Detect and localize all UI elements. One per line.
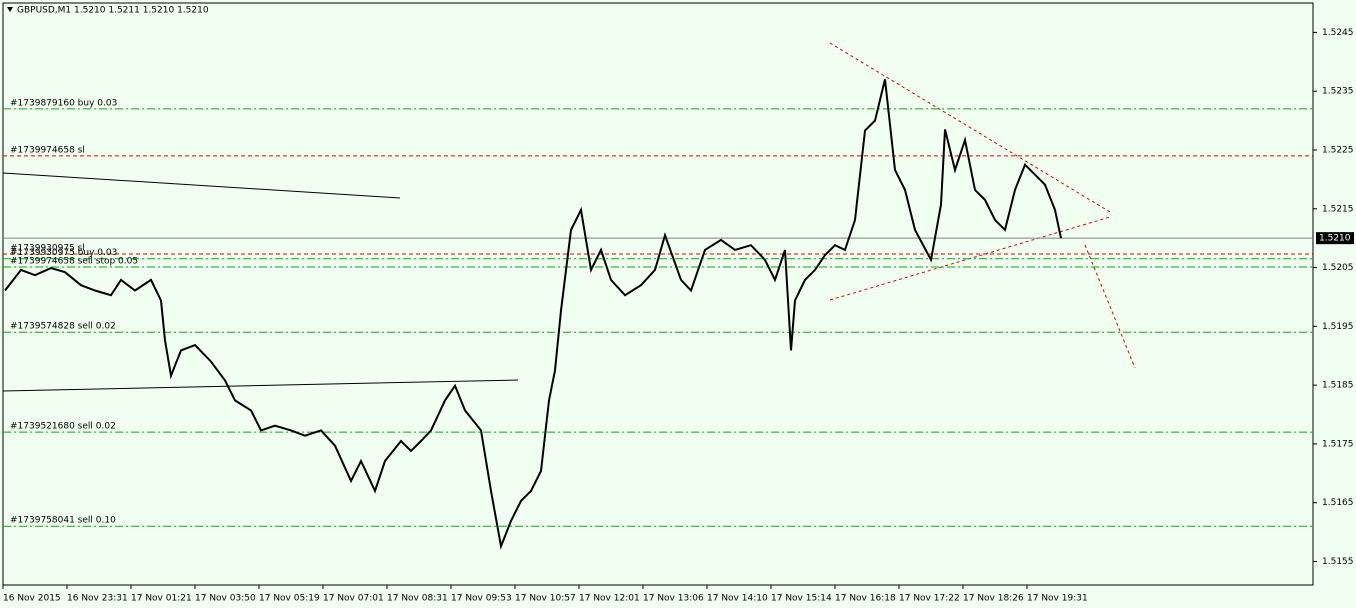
trend-line — [829, 42, 1111, 213]
chart-title: GBPUSD,M1 1.5210 1.5211 1.5210 1.5210 — [17, 6, 209, 16]
x-tick-label: 17 Nov 14:10 — [707, 594, 768, 604]
order-label: #1739930975 buy 0.03 — [10, 248, 117, 258]
x-tick-label: 17 Nov 07:01 — [323, 594, 384, 604]
x-tick-label: 16 Nov 23:31 — [67, 594, 128, 604]
x-tick-label: 17 Nov 13:06 — [643, 594, 704, 604]
y-tick-label: 1.5165 — [1322, 498, 1354, 508]
x-tick-label: 17 Nov 08:31 — [387, 594, 448, 604]
x-tick-label: 17 Nov 01:21 — [131, 594, 192, 604]
order-label: #1739758041 sell 0.10 — [10, 516, 116, 526]
x-tick-label: 17 Nov 12:01 — [579, 594, 640, 604]
x-tick-label: 17 Nov 19:31 — [1027, 594, 1088, 604]
order-label: #1739974658 sell stop 0.05 — [10, 256, 138, 266]
x-tick-label: 17 Nov 18:26 — [963, 594, 1024, 604]
x-tick-label: 17 Nov 16:18 — [835, 594, 896, 604]
order-label: #1739930975 sl — [10, 244, 85, 254]
x-tick-label: 17 Nov 09:53 — [451, 594, 512, 604]
order-label: #1739879160 buy 0.03 — [10, 98, 117, 108]
x-tick-label: 17 Nov 05:19 — [259, 594, 320, 604]
collapse-arrow[interactable] — [7, 7, 13, 12]
plot-frame — [2, 2, 1314, 586]
trend-line — [2, 172, 401, 199]
y-tick-label: 1.5185 — [1322, 381, 1354, 391]
price-line — [4, 79, 1062, 550]
y-tick-label: 1.5235 — [1322, 87, 1354, 97]
x-tick-label: 16 Nov 2015 — [3, 594, 61, 604]
order-label: #1739521680 sell 0.02 — [10, 422, 116, 432]
y-tick-label: 1.5215 — [1322, 204, 1354, 214]
y-tick-label: 1.5175 — [1322, 439, 1354, 449]
current-price-label: 1.5210 — [1319, 234, 1351, 244]
y-tick-label: 1.5225 — [1322, 145, 1354, 155]
x-tick-label: 17 Nov 15:14 — [771, 594, 832, 604]
y-tick-label: 1.5195 — [1322, 322, 1354, 332]
y-tick-label: 1.5245 — [1322, 28, 1354, 38]
current-price-box — [1316, 232, 1354, 245]
y-tick-label: 1.5155 — [1322, 557, 1354, 567]
x-tick-label: 17 Nov 03:50 — [195, 594, 256, 604]
order-label: #1739974658 sl — [10, 145, 85, 155]
trend-line — [2, 379, 519, 392]
order-label: #1739574828 sell 0.02 — [10, 322, 116, 332]
y-tick-label: 1.5205 — [1322, 263, 1354, 273]
x-tick-label: 17 Nov 17:22 — [899, 594, 960, 604]
x-tick-label: 17 Nov 10:57 — [515, 594, 576, 604]
trend-line — [1084, 244, 1136, 369]
